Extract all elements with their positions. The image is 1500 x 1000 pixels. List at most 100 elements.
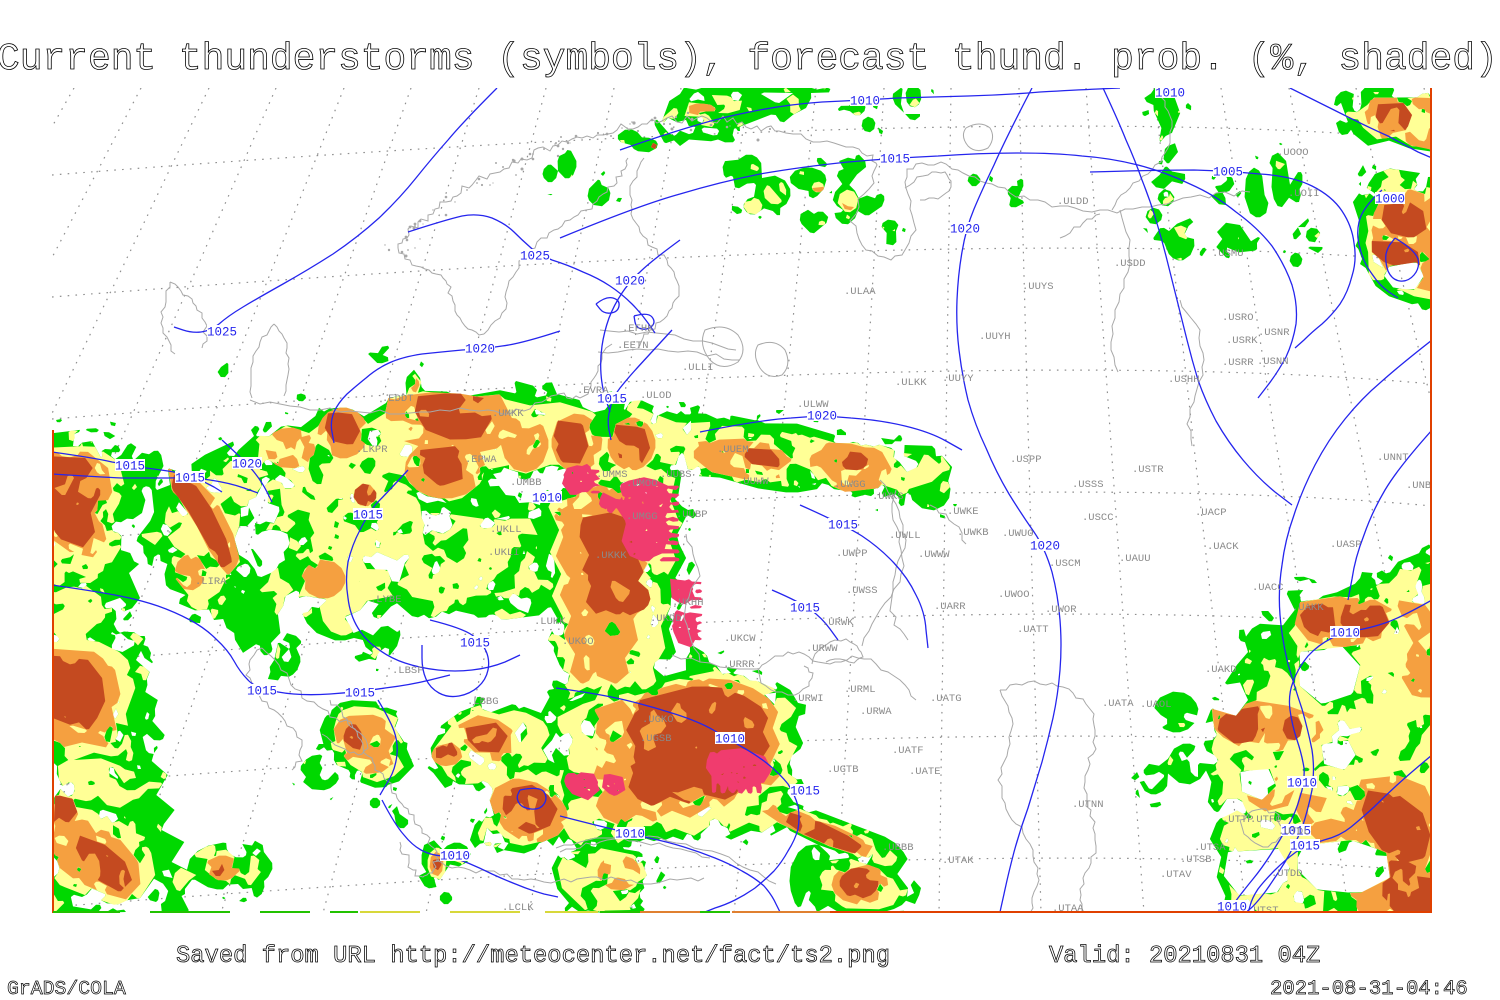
svg-text:.USTR: .USTR bbox=[1132, 464, 1164, 476]
svg-text:.UKCW: .UKCW bbox=[724, 633, 756, 645]
svg-text:.USCM: .USCM bbox=[1049, 558, 1081, 570]
svg-text:.URRR: .URRR bbox=[723, 659, 755, 671]
svg-text:.UTAK: .UTAK bbox=[942, 855, 974, 867]
svg-text:1015: 1015 bbox=[345, 687, 375, 701]
svg-text:.UUBP: .UUBP bbox=[676, 509, 708, 521]
svg-text:.UKOO: .UKOO bbox=[562, 636, 594, 648]
svg-text:.UTDD: .UTDD bbox=[1271, 868, 1303, 880]
svg-text:1000: 1000 bbox=[1375, 193, 1405, 207]
svg-text:1020: 1020 bbox=[1030, 540, 1060, 554]
svg-text:.UACC: .UACC bbox=[1252, 582, 1284, 594]
svg-text:.URWA: .URWA bbox=[860, 706, 892, 718]
svg-text:1015: 1015 bbox=[880, 153, 910, 167]
svg-text:1010: 1010 bbox=[615, 828, 645, 842]
svg-text:.UWPP: .UWPP bbox=[836, 548, 868, 560]
svg-text:.UKDD: .UKDD bbox=[650, 613, 682, 625]
svg-text:1010: 1010 bbox=[532, 492, 562, 506]
svg-text:.UWKS: .UWKS bbox=[872, 491, 904, 503]
svg-text:.UGSB: .UGSB bbox=[640, 733, 672, 745]
svg-text:.UATT: .UATT bbox=[1017, 624, 1049, 636]
svg-text:1020: 1020 bbox=[465, 343, 495, 357]
svg-text:.USRR: .USRR bbox=[1222, 357, 1254, 369]
svg-text:.UBBB: .UBBB bbox=[882, 842, 914, 854]
svg-text:.UTNN: .UTNN bbox=[1072, 799, 1104, 811]
svg-text:1025: 1025 bbox=[520, 250, 550, 264]
svg-text:1015: 1015 bbox=[828, 519, 858, 533]
svg-text:.LCLK: .LCLK bbox=[502, 902, 534, 914]
svg-text:.UAKK: .UAKK bbox=[1292, 602, 1324, 614]
svg-text:.UNNT: .UNNT bbox=[1377, 452, 1409, 464]
svg-text:1015: 1015 bbox=[247, 685, 277, 699]
svg-text:.UTSB: .UTSB bbox=[1180, 854, 1212, 866]
svg-text:1015: 1015 bbox=[175, 472, 205, 486]
svg-text:1005: 1005 bbox=[1213, 166, 1243, 180]
svg-text:.UMOO: .UMOO bbox=[626, 478, 658, 490]
svg-text:.URWI: .URWI bbox=[792, 693, 824, 705]
svg-text:.UTSA: .UTSA bbox=[1194, 842, 1226, 854]
svg-text:1010: 1010 bbox=[1330, 627, 1360, 641]
svg-text:.UUYS: .UUYS bbox=[1022, 281, 1054, 293]
svg-text:1010: 1010 bbox=[1217, 901, 1247, 915]
svg-text:.UWLL: .UWLL bbox=[889, 530, 921, 542]
svg-text:.UWUO: .UWUO bbox=[1002, 528, 1034, 540]
svg-text:.ULKK: .ULKK bbox=[895, 377, 927, 389]
svg-text:1015: 1015 bbox=[460, 637, 490, 651]
svg-text:.UAKD: .UAKD bbox=[1205, 664, 1237, 676]
svg-text:.ULLI: .ULLI bbox=[682, 362, 714, 374]
svg-text:.UNBB: .UNBB bbox=[1406, 480, 1438, 492]
svg-text:.UKKK: .UKKK bbox=[595, 550, 627, 562]
svg-text:1015: 1015 bbox=[597, 393, 627, 407]
svg-text:.UWWW: .UWWW bbox=[918, 549, 950, 561]
svg-text:.USNN: .USNN bbox=[1257, 356, 1289, 368]
svg-text:.UUWW: .UUWW bbox=[737, 476, 769, 488]
svg-text:.UTAA: .UTAA bbox=[1052, 903, 1084, 915]
svg-text:.ULWW: .ULWW bbox=[797, 399, 829, 411]
svg-text:.USPP: .USPP bbox=[1010, 454, 1042, 466]
svg-text:.EPWA: .EPWA bbox=[465, 454, 497, 466]
svg-text:.UUBS: .UUBS bbox=[660, 469, 692, 481]
svg-text:.UKLI: .UKLI bbox=[488, 547, 520, 559]
svg-text:.UGKO: .UGKO bbox=[642, 714, 674, 726]
svg-text:.UACK: .UACK bbox=[1207, 541, 1239, 553]
svg-text:.UTTP: .UTTP bbox=[1222, 814, 1254, 826]
svg-text:.ULAA: .ULAA bbox=[844, 286, 876, 298]
svg-text:.USHH: .USHH bbox=[1168, 374, 1200, 386]
svg-text:.USRK: .USRK bbox=[1226, 335, 1258, 347]
svg-text:1025: 1025 bbox=[207, 326, 237, 340]
svg-text:.LBSF: .LBSF bbox=[392, 665, 424, 677]
svg-text:.UWGG: .UWGG bbox=[834, 479, 866, 491]
svg-text:.USRO: .USRO bbox=[1222, 312, 1254, 324]
svg-text:.UWKB: .UWKB bbox=[957, 527, 989, 539]
svg-text:.ULDD: .ULDD bbox=[1057, 196, 1089, 208]
svg-text:.UATA: .UATA bbox=[1102, 698, 1134, 710]
svg-text:.UOII: .UOII bbox=[1288, 188, 1320, 200]
svg-text:.UACP: .UACP bbox=[1195, 507, 1227, 519]
svg-text:1015: 1015 bbox=[353, 509, 383, 523]
svg-text:1010: 1010 bbox=[850, 95, 880, 109]
svg-text:.EDDT: .EDDT bbox=[382, 393, 414, 405]
svg-text:.UASP: .UASP bbox=[1330, 539, 1362, 551]
svg-text:.UATG: .UATG bbox=[930, 693, 962, 705]
svg-text:1010: 1010 bbox=[1287, 777, 1317, 791]
svg-text:.UWSS: .UWSS bbox=[846, 585, 878, 597]
svg-text:.UATF: .UATF bbox=[892, 745, 924, 757]
svg-text:.UUYH: .UUYH bbox=[979, 331, 1011, 343]
svg-text:.UMMS: .UMMS bbox=[596, 469, 628, 481]
svg-text:.UWOO: .UWOO bbox=[998, 589, 1030, 601]
svg-text:.USNR: .USNR bbox=[1258, 327, 1290, 339]
svg-text:.LIRA: .LIRA bbox=[195, 576, 227, 588]
svg-text:.UOOO: .UOOO bbox=[1277, 147, 1309, 159]
svg-text:.USMU: .USMU bbox=[1212, 248, 1244, 260]
svg-text:.UGTB: .UGTB bbox=[827, 764, 859, 776]
svg-text:.URWK: .URWK bbox=[822, 617, 854, 629]
svg-text:1015: 1015 bbox=[1281, 825, 1311, 839]
svg-text:1010: 1010 bbox=[715, 733, 745, 747]
svg-text:1020: 1020 bbox=[615, 275, 645, 289]
svg-text:.UARR: .UARR bbox=[934, 601, 966, 613]
svg-text:.LKPR: .LKPR bbox=[356, 444, 388, 456]
svg-text:1015: 1015 bbox=[790, 785, 820, 799]
svg-text:.UUEM: .UUEM bbox=[717, 444, 749, 456]
svg-text:.UMKK: .UMKK bbox=[492, 408, 524, 420]
svg-text:.URWW: .URWW bbox=[806, 643, 838, 655]
svg-text:.URML: .URML bbox=[844, 684, 876, 696]
